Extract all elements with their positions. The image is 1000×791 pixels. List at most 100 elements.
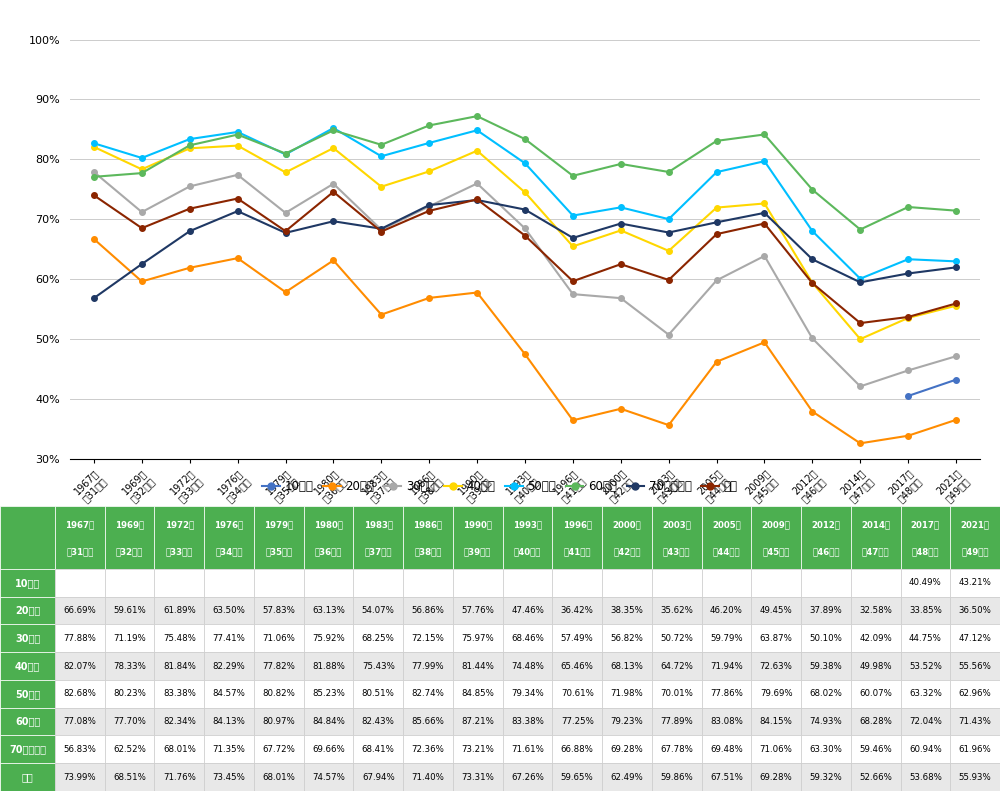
Text: 77.25%: 77.25% [561,717,594,726]
Text: （40回）: （40回） [514,547,541,556]
FancyBboxPatch shape [950,736,1000,763]
Text: 71.06%: 71.06% [760,745,793,754]
FancyBboxPatch shape [901,652,950,680]
Text: 72.36%: 72.36% [412,745,444,754]
FancyBboxPatch shape [204,624,254,652]
FancyBboxPatch shape [702,596,751,624]
Text: 53.68%: 53.68% [909,773,942,782]
Text: 60.94%: 60.94% [909,745,942,754]
Text: 33.85%: 33.85% [909,606,942,615]
Text: 2012年: 2012年 [811,520,840,529]
FancyBboxPatch shape [602,624,652,652]
FancyBboxPatch shape [851,596,901,624]
Text: （47回）: （47回） [862,547,889,556]
FancyBboxPatch shape [702,680,751,708]
FancyBboxPatch shape [851,736,901,763]
Text: （46回）: （46回） [812,547,840,556]
Text: （44回）: （44回） [713,547,740,556]
Text: 42.09%: 42.09% [859,634,892,643]
Text: 2000年: 2000年 [613,520,641,529]
FancyBboxPatch shape [0,596,55,624]
FancyBboxPatch shape [204,506,254,569]
Text: 36.42%: 36.42% [561,606,594,615]
Text: 74.57%: 74.57% [312,773,345,782]
FancyBboxPatch shape [0,680,55,708]
Text: 71.06%: 71.06% [262,634,295,643]
FancyBboxPatch shape [254,624,304,652]
Text: 68.41%: 68.41% [362,745,395,754]
FancyBboxPatch shape [652,736,702,763]
Text: 32.58%: 32.58% [859,606,892,615]
FancyBboxPatch shape [503,506,552,569]
Text: 1990年: 1990年 [463,520,492,529]
Text: 1969年: 1969年 [115,520,144,529]
FancyBboxPatch shape [801,624,851,652]
Text: 73.99%: 73.99% [64,773,96,782]
FancyBboxPatch shape [602,652,652,680]
Text: 52.66%: 52.66% [859,773,892,782]
Text: 50歳代: 50歳代 [15,689,40,698]
FancyBboxPatch shape [254,569,304,596]
FancyBboxPatch shape [403,763,453,791]
Text: 71.40%: 71.40% [412,773,444,782]
Text: 56.86%: 56.86% [412,606,444,615]
Text: 56.83%: 56.83% [63,745,96,754]
Text: 1983年: 1983年 [364,520,393,529]
FancyBboxPatch shape [901,596,950,624]
FancyBboxPatch shape [254,708,304,736]
Text: 69.66%: 69.66% [312,745,345,754]
FancyBboxPatch shape [851,708,901,736]
Text: 1980年: 1980年 [314,520,343,529]
FancyBboxPatch shape [55,652,105,680]
Text: 67.26%: 67.26% [511,773,544,782]
FancyBboxPatch shape [403,624,453,652]
Text: 55.93%: 55.93% [959,773,992,782]
Text: 82.34%: 82.34% [163,717,196,726]
FancyBboxPatch shape [154,596,204,624]
FancyBboxPatch shape [801,680,851,708]
FancyBboxPatch shape [0,624,55,652]
Text: 63.50%: 63.50% [213,606,246,615]
Text: 69.28%: 69.28% [760,773,793,782]
FancyBboxPatch shape [552,596,602,624]
FancyBboxPatch shape [55,736,105,763]
Text: 60歳代: 60歳代 [15,717,40,727]
Text: 44.75%: 44.75% [909,634,942,643]
Text: 77.82%: 77.82% [262,661,295,671]
FancyBboxPatch shape [154,708,204,736]
FancyBboxPatch shape [851,506,901,569]
Text: 80.51%: 80.51% [362,689,395,698]
FancyBboxPatch shape [154,569,204,596]
FancyBboxPatch shape [552,624,602,652]
FancyBboxPatch shape [751,708,801,736]
Text: （41回）: （41回） [563,547,591,556]
FancyBboxPatch shape [154,652,204,680]
FancyBboxPatch shape [254,506,304,569]
Text: 75.92%: 75.92% [312,634,345,643]
Text: 全体: 全体 [22,772,33,782]
FancyBboxPatch shape [503,736,552,763]
FancyBboxPatch shape [950,596,1000,624]
FancyBboxPatch shape [901,624,950,652]
FancyBboxPatch shape [901,763,950,791]
FancyBboxPatch shape [950,506,1000,569]
Text: 73.21%: 73.21% [461,745,494,754]
Text: 79.69%: 79.69% [760,689,792,698]
FancyBboxPatch shape [652,624,702,652]
Text: 82.07%: 82.07% [63,661,96,671]
FancyBboxPatch shape [353,569,403,596]
FancyBboxPatch shape [851,680,901,708]
FancyBboxPatch shape [304,596,353,624]
FancyBboxPatch shape [950,624,1000,652]
FancyBboxPatch shape [901,680,950,708]
FancyBboxPatch shape [602,596,652,624]
FancyBboxPatch shape [204,708,254,736]
FancyBboxPatch shape [453,506,503,569]
Text: 47.46%: 47.46% [511,606,544,615]
Text: 80.82%: 80.82% [262,689,295,698]
Text: 68.01%: 68.01% [262,773,295,782]
Text: 54.07%: 54.07% [362,606,395,615]
Text: 77.08%: 77.08% [63,717,96,726]
FancyBboxPatch shape [353,708,403,736]
FancyBboxPatch shape [304,680,353,708]
